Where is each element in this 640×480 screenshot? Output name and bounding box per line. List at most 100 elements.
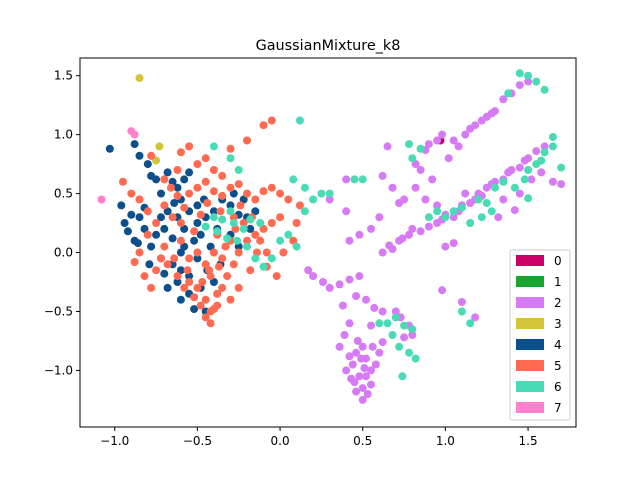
point-series-2 [428, 175, 437, 184]
point-series-2 [457, 298, 466, 306]
legend-swatch-6 [516, 381, 544, 392]
point-series-5 [205, 266, 213, 275]
point-series-5 [284, 195, 293, 204]
point-series-5 [143, 207, 152, 216]
point-series-2 [395, 199, 404, 207]
point-series-2 [527, 175, 536, 184]
point-series-6 [405, 348, 413, 357]
point-series-2 [515, 189, 524, 198]
point-series-2 [325, 195, 334, 204]
point-series-5 [201, 313, 210, 322]
legend-label-2: 2 [554, 296, 562, 310]
point-series-2 [391, 307, 400, 316]
point-series-6 [524, 71, 533, 80]
point-series-5 [209, 187, 218, 196]
point-series-5 [135, 195, 144, 204]
point-series-2 [309, 272, 318, 281]
point-series-2 [345, 236, 354, 245]
point-series-2 [345, 352, 354, 361]
point-series-4 [173, 183, 182, 192]
point-series-2 [557, 180, 566, 189]
legend-swatch-2 [516, 297, 544, 308]
point-series-6 [524, 194, 533, 203]
point-series-2 [487, 109, 496, 118]
point-series-3 [135, 74, 144, 82]
point-series-5 [243, 189, 251, 198]
point-series-2 [540, 142, 549, 151]
point-series-6 [309, 195, 318, 204]
point-series-4 [147, 242, 156, 251]
x-tick-label: −0.5 [183, 434, 212, 448]
point-series-2 [524, 77, 533, 86]
point-series-4 [130, 140, 139, 149]
point-series-4 [135, 151, 144, 160]
point-series-2 [360, 364, 369, 373]
point-series-5 [234, 180, 243, 189]
y-tick-label: 1.5 [54, 69, 73, 83]
point-series-6 [487, 207, 496, 216]
point-series-5 [193, 183, 202, 192]
point-series-5 [201, 154, 210, 163]
point-series-2 [411, 183, 420, 192]
point-series-4 [196, 230, 205, 239]
point-series-2 [352, 387, 361, 396]
point-series-4 [176, 266, 185, 275]
point-series-5 [130, 258, 139, 266]
point-series-5 [229, 260, 238, 269]
point-series-5 [143, 230, 152, 239]
point-series-4 [123, 227, 132, 236]
point-series-6 [233, 236, 242, 245]
point-series-6 [292, 242, 301, 251]
point-series-2 [319, 278, 327, 286]
point-series-5 [243, 136, 251, 145]
point-series-5 [170, 254, 179, 263]
point-series-5 [160, 201, 169, 210]
point-series-2 [367, 321, 375, 330]
point-series-6 [557, 163, 566, 172]
point-series-6 [300, 183, 309, 192]
point-series-6 [226, 207, 235, 216]
point-series-4 [251, 207, 260, 216]
point-series-4 [105, 144, 114, 153]
point-series-5 [198, 278, 207, 286]
point-series-5 [246, 266, 255, 275]
x-tick-label: −1.0 [100, 434, 129, 448]
point-series-5 [276, 189, 285, 198]
point-series-2 [304, 266, 313, 275]
point-series-5 [127, 189, 136, 198]
point-series-6 [424, 213, 433, 222]
legend-swatch-3 [516, 318, 544, 329]
point-series-2 [520, 156, 529, 165]
point-series-4 [140, 224, 149, 233]
point-series-2 [499, 95, 508, 104]
point-series-2 [371, 360, 380, 369]
point-series-5 [295, 201, 304, 210]
point-series-2 [438, 130, 447, 139]
point-series-4 [157, 189, 165, 198]
point-series-5 [196, 210, 205, 219]
point-series-6 [540, 85, 549, 94]
point-series-6 [411, 354, 420, 363]
point-series-2 [335, 342, 344, 351]
point-series-5 [239, 219, 248, 227]
chart-title: GaussianMixture_k8 [256, 38, 401, 54]
legend-label-5: 5 [554, 359, 562, 373]
point-series-6 [317, 189, 326, 198]
point-series-4 [226, 201, 235, 210]
point-series-4 [152, 175, 161, 184]
point-series-6 [510, 183, 519, 192]
point-series-2 [532, 147, 541, 156]
point-series-2 [494, 213, 503, 222]
point-series-4 [160, 224, 169, 233]
point-series-2 [416, 227, 425, 236]
point-series-2 [405, 230, 413, 239]
point-series-6 [201, 222, 210, 231]
y-axis: −1.0 −0.5 0.0 0.5 1.0 1.5 [44, 69, 80, 377]
point-series-4 [209, 278, 218, 286]
point-series-5 [190, 293, 199, 302]
point-series-5 [157, 254, 165, 263]
point-series-6 [457, 307, 466, 316]
point-series-6 [537, 156, 546, 165]
point-series-2 [477, 116, 486, 125]
point-series-5 [218, 254, 227, 263]
